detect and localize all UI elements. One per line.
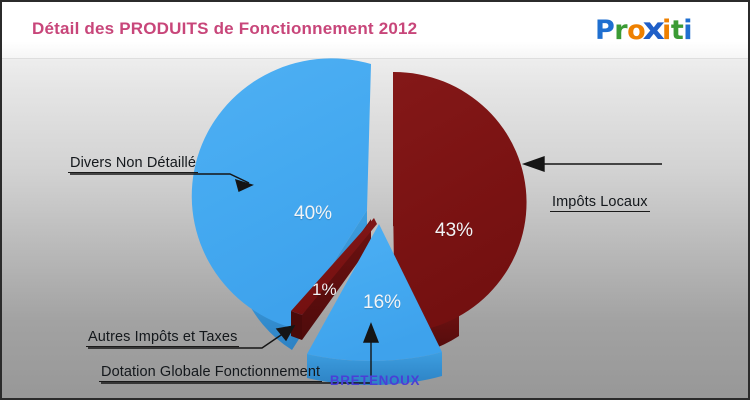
callout-label-impots-text: Impôts Locaux (550, 194, 650, 212)
leader-autres (88, 332, 285, 349)
pie-slice-divers-top (191, 58, 371, 329)
logo-letter-o: o (627, 15, 646, 46)
callout-label-dotation-globale-fonctionnement[interactable]: Dotation Globale Fonctionnement (99, 364, 323, 382)
callout-label-autres-text: Autres Impôts et Taxes (86, 329, 240, 347)
callout-leaders (70, 156, 662, 384)
pie-slice-autres-impots-et-taxes[interactable] (291, 218, 377, 340)
slice-value-impots-locaux: 43% (435, 220, 474, 241)
logo-letter-r: r (614, 15, 628, 46)
slice-value-divers: 40% (294, 203, 333, 224)
callout-label-divers-text: Divers Non Détaillé (68, 155, 198, 173)
page-title: Détail des PRODUITS de Fonctionnement 20… (32, 19, 418, 38)
callout-label-divers-non-detaille[interactable]: Divers Non Détaillé (68, 155, 198, 173)
slice-value-dotation: 16% (363, 292, 402, 313)
logo-letter-i2: i (683, 15, 692, 46)
slice-value-autres-impots: 1% (312, 280, 337, 299)
logo-letter-t: t (670, 15, 684, 46)
pie-slice-dotation-side (307, 352, 442, 386)
callout-label-impots-locaux[interactable]: Impôts Locaux (550, 194, 650, 212)
pie-chart-area: 40% 43% 1% 16% Divers Non Détaillé Impôt… (2, 52, 748, 398)
pie-slice-impots-locaux-top (393, 71, 527, 334)
callout-label-autres-impots-et-taxes[interactable]: Autres Impôts et Taxes (86, 329, 240, 347)
proxiti-logo[interactable]: Proxiti (595, 12, 692, 47)
pie-slice-dotation-top (307, 224, 442, 362)
arrowhead-divers (234, 178, 254, 192)
header-divider (2, 58, 748, 59)
logo-letter-p: P (595, 15, 615, 46)
pie-slice-autres-edge (291, 311, 302, 340)
leader-divers (70, 173, 250, 184)
header-bar (2, 2, 748, 58)
arrowhead-dotation (362, 322, 380, 343)
logo-letter-i1: i (662, 15, 671, 46)
leader-dotation (101, 340, 372, 384)
callout-label-dotation-text: Dotation Globale Fonctionnement (99, 364, 323, 382)
pie-chart-svg (70, 58, 662, 386)
logo-letter-x: x (642, 12, 665, 47)
arrowhead-autres (275, 325, 296, 342)
arrowhead-impots (521, 156, 545, 172)
chart-subtitle-city: BRETENOUX (329, 373, 421, 388)
pie-slice-autres-top (291, 218, 377, 315)
pie-slice-dotation-globale-fonctionnement[interactable] (307, 224, 442, 386)
